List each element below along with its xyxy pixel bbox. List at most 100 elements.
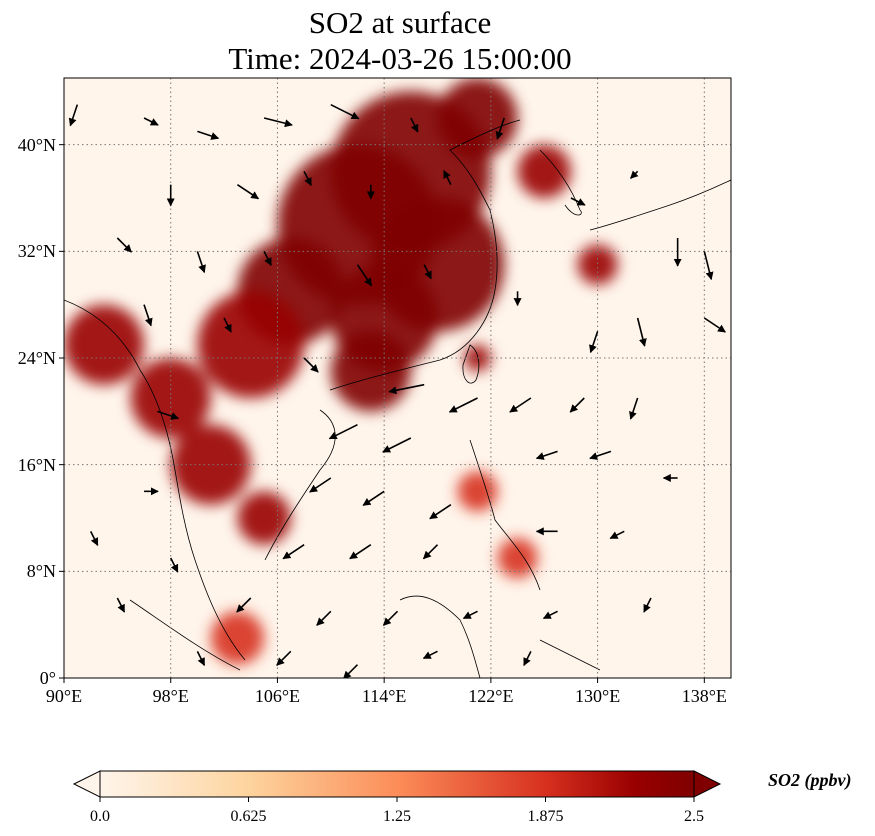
so2-hotspot	[464, 344, 491, 372]
wind-arrow	[197, 130, 220, 140]
so2-hotspot	[330, 331, 411, 412]
colorbar-scale	[99, 770, 695, 798]
colorbar-tick-label: 1.875	[527, 808, 564, 825]
wind-arrow	[196, 251, 206, 274]
map-title: SO2 at surface	[308, 5, 492, 40]
wind-arrow	[422, 650, 438, 660]
wind-arrow	[643, 597, 652, 613]
colorbar-max-extend	[693, 770, 722, 798]
coastlines	[64, 119, 731, 678]
wind-arrow	[589, 331, 599, 354]
y-tick-label: 16°N	[17, 454, 56, 475]
wind-arrow	[282, 544, 305, 560]
colorbar-label: SO2 (ppbv)	[768, 770, 852, 790]
wind-arrow	[589, 450, 612, 460]
wind-arrow	[703, 317, 726, 333]
map-time: Time: 2024-03-26 15:00:00	[228, 41, 572, 76]
wind-arrow	[422, 544, 439, 560]
wind-arrow	[263, 250, 272, 267]
wind-arrow	[703, 251, 714, 281]
wind-arrow	[410, 117, 419, 133]
wind-arrow	[309, 477, 332, 493]
colorbar	[72, 770, 722, 802]
x-tick-label: 114°E	[361, 686, 407, 706]
wind-arrow	[509, 397, 532, 413]
x-tick-marks	[63, 678, 705, 683]
wind-arrow	[629, 397, 639, 420]
wind-arrow	[276, 650, 292, 666]
wind-arrow	[223, 317, 232, 333]
y-tick-label: 24°N	[17, 348, 56, 368]
wind-vectors	[68, 103, 726, 678]
colorbar-tick-label: 0.625	[230, 808, 267, 825]
wind-arrow	[448, 397, 478, 413]
wind-arrow	[535, 450, 558, 460]
wind-arrow	[382, 610, 399, 626]
wind-arrow	[342, 664, 359, 678]
so2-hotspot	[237, 491, 291, 545]
wind-arrow	[609, 530, 625, 540]
wind-arrow	[523, 650, 532, 667]
wind-arrow	[236, 184, 260, 200]
wind-arrow	[462, 610, 478, 620]
wind-arrow	[89, 530, 99, 547]
colorbar-tick-label: 1.25	[383, 808, 411, 825]
x-tick-label: 106°E	[254, 686, 301, 706]
wind-arrow	[263, 117, 293, 128]
y-tick-label: 32°N	[17, 241, 56, 262]
wind-arrow	[316, 610, 332, 626]
y-tick-label: 8°N	[26, 561, 56, 582]
wind-arrow	[362, 490, 385, 506]
wind-arrow	[116, 237, 132, 253]
wind-arrow	[382, 437, 412, 453]
wind-arrow	[630, 170, 639, 179]
wind-arrow	[349, 544, 372, 560]
wind-arrow	[196, 650, 206, 667]
so2-hotspot	[197, 291, 305, 399]
wind-arrow	[636, 317, 647, 347]
wind-arrow	[116, 597, 126, 613]
y-tick-label: 0°	[39, 668, 56, 688]
wind-arrow	[388, 383, 425, 395]
x-tick-label: 138°E	[681, 686, 727, 706]
wind-arrow	[495, 117, 505, 140]
x-tick-label: 90°E	[45, 686, 83, 706]
wind-arrow	[429, 504, 452, 520]
so2-hotspot	[64, 304, 145, 385]
so2-hotspot	[497, 537, 538, 579]
wind-arrow	[303, 357, 319, 373]
wind-arrow	[570, 197, 586, 206]
so2-hotspot	[577, 244, 618, 285]
x-tick-label: 130°E	[574, 686, 621, 706]
wind-arrow	[143, 117, 159, 126]
so2-hotspot	[517, 144, 571, 199]
x-tick-label: 98°E	[152, 686, 189, 706]
wind-arrow	[356, 264, 373, 287]
so2-hotspot	[457, 471, 498, 512]
colorbar-tick-label: 2.5	[684, 808, 704, 825]
wind-arrow	[170, 557, 179, 573]
wind-arrow	[303, 170, 312, 187]
wind-arrow	[330, 103, 360, 120]
map-frame	[63, 77, 732, 679]
so2-field	[64, 78, 618, 665]
wind-arrow	[423, 264, 432, 280]
so2-hotspot	[437, 78, 518, 159]
so2-hotspot	[210, 611, 265, 665]
so2-hotspot	[170, 424, 251, 505]
wind-arrow	[542, 610, 558, 620]
colorbar-tick-label: 0.0	[90, 808, 110, 825]
graticule	[64, 78, 731, 678]
wind-arrow	[443, 169, 452, 186]
colorbar-min-extend	[72, 770, 101, 798]
wind-arrow	[68, 104, 79, 127]
wind-arrow	[157, 410, 180, 420]
wind-arrow	[236, 597, 252, 613]
wind-arrow	[143, 304, 153, 327]
x-tick-label: 122°E	[468, 686, 514, 706]
y-tick-marks	[59, 144, 64, 679]
wind-arrow	[569, 397, 585, 413]
wind-arrow	[328, 423, 358, 440]
y-tick-label: 40°N	[17, 134, 56, 155]
